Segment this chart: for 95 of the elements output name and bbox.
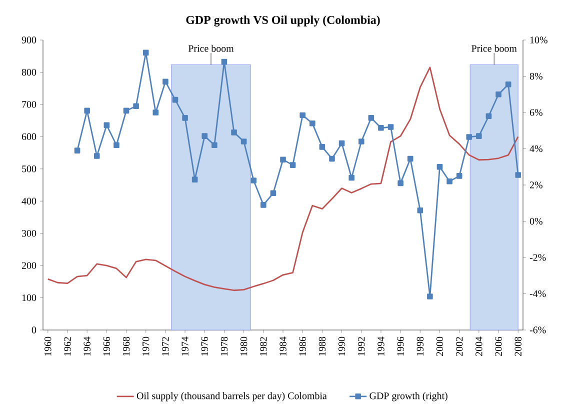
point xyxy=(221,58,228,65)
point xyxy=(133,103,139,110)
point xyxy=(300,112,306,118)
point xyxy=(162,78,168,85)
y-tick-label: 200 xyxy=(22,262,36,269)
point xyxy=(94,153,100,159)
y-tick-label: 500 xyxy=(22,166,36,172)
x-tick-label: 1986 xyxy=(299,336,306,356)
y2-tick-label: -4% xyxy=(530,290,546,298)
y2-tick-label: 4% xyxy=(530,145,542,152)
y2-tick-label: -6% xyxy=(530,326,546,334)
point xyxy=(378,125,384,131)
point xyxy=(231,130,237,136)
x-tick-label: 1970 xyxy=(142,336,150,356)
point xyxy=(142,50,149,56)
x-tick-label: 1978 xyxy=(220,336,228,356)
point xyxy=(329,156,335,162)
x-tick-label: 1974 xyxy=(182,336,188,356)
x-tick-label: 1990 xyxy=(338,336,346,356)
y2-tick-label: 10% xyxy=(530,36,548,44)
point xyxy=(427,294,433,300)
point xyxy=(212,142,218,148)
point xyxy=(104,122,110,128)
x-tick-label: 1982 xyxy=(260,337,267,356)
point xyxy=(84,108,90,114)
y-tick-label: 900 xyxy=(22,36,36,44)
y2-tick-label: 0% xyxy=(530,218,542,225)
y2-tick-label: 6% xyxy=(530,109,542,116)
point xyxy=(280,156,286,163)
point xyxy=(368,115,374,121)
point xyxy=(240,138,247,144)
point xyxy=(515,172,522,178)
point xyxy=(436,164,443,170)
y2-tick-label: -2% xyxy=(530,254,546,261)
x-tick-label: 2004 xyxy=(476,336,482,356)
x-tick-label: 1964 xyxy=(84,336,90,356)
point xyxy=(348,174,354,181)
x-tick-label: 1962 xyxy=(64,337,71,356)
point xyxy=(123,108,130,114)
point xyxy=(456,173,462,179)
point xyxy=(290,162,296,168)
point xyxy=(505,82,512,88)
y-tick-label: 0 xyxy=(32,326,36,334)
x-tick-label: 1994 xyxy=(378,336,384,356)
x-tick-label: 1972 xyxy=(162,337,169,356)
x-tick-label: 1984 xyxy=(280,336,286,356)
point xyxy=(152,110,159,116)
band-label: Price boom xyxy=(188,44,234,52)
point xyxy=(309,120,316,126)
y-tick-label: 300 xyxy=(22,230,36,237)
chart-title: GDP growth VS Oil upply (Colombia) xyxy=(186,16,380,27)
band-label: Price boom xyxy=(472,44,517,52)
x-tick-label: 1988 xyxy=(318,336,326,356)
point xyxy=(172,96,178,103)
y-tick-label: 700 xyxy=(22,101,36,108)
point xyxy=(202,133,208,139)
y2-tick-label: 8% xyxy=(530,72,542,80)
point xyxy=(486,113,492,120)
x-tick-label: 2002 xyxy=(456,337,463,356)
point xyxy=(388,124,394,130)
x-tick-label: 1968 xyxy=(122,336,130,356)
point xyxy=(338,140,345,146)
legend-label: GDP growth (right) xyxy=(370,392,448,402)
point xyxy=(182,115,188,121)
point xyxy=(270,190,276,196)
point xyxy=(476,133,482,139)
point xyxy=(407,156,414,162)
point xyxy=(466,134,472,140)
x-tick-label: 2000 xyxy=(436,336,444,356)
point xyxy=(398,180,404,186)
y-tick-label: 800 xyxy=(22,68,36,76)
legend-label: Oil supply (thousand barrels per day) Colombia xyxy=(136,392,327,402)
point xyxy=(358,138,364,144)
x-tick-label: 1996 xyxy=(397,336,404,356)
point xyxy=(319,144,326,150)
x-tick-label: 1966 xyxy=(103,336,110,356)
point xyxy=(417,207,424,214)
x-tick-label: 1998 xyxy=(416,336,424,356)
point xyxy=(496,91,502,98)
x-tick-label: 1992 xyxy=(358,337,365,356)
x-tick-label: 1960 xyxy=(44,336,52,356)
point xyxy=(260,202,266,208)
point xyxy=(114,142,120,148)
x-tick-label: 1980 xyxy=(240,336,248,356)
y-tick-label: 400 xyxy=(22,198,36,204)
point xyxy=(446,178,452,184)
y-tick-label: 100 xyxy=(22,294,36,302)
point xyxy=(74,148,80,154)
x-tick-label: 2006 xyxy=(495,336,502,356)
point xyxy=(250,178,257,184)
y-tick-label: 600 xyxy=(22,133,36,140)
x-tick-label: 1976 xyxy=(201,336,208,356)
y2-tick-label: 2% xyxy=(530,182,542,188)
x-tick-label: 2008 xyxy=(514,336,522,356)
point xyxy=(192,176,198,182)
